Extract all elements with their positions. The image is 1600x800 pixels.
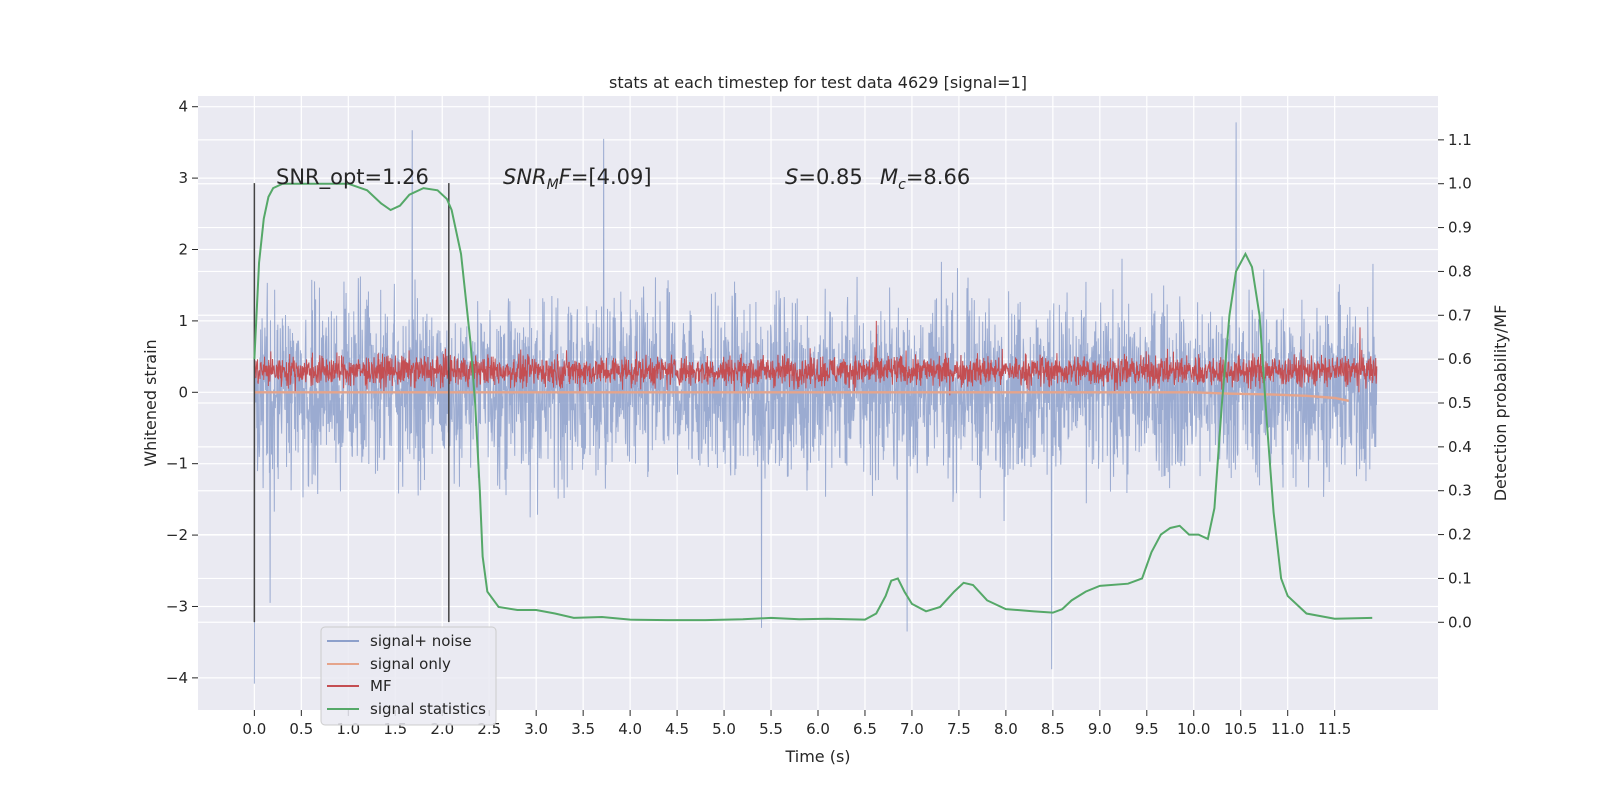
y2-tick-label: 0.5	[1448, 394, 1472, 412]
y2-tick-label: 0.9	[1448, 219, 1472, 237]
x-tick-label: 4.0	[618, 720, 642, 738]
x-tick-label: 3.5	[571, 720, 595, 738]
x-tick-label: 11.0	[1271, 720, 1304, 738]
x-axis-ticks: 0.0 0.5 1.0 1.5 2.0 2.5 3.0 3.5 4.0 4.5 5.0 5.5 6.0 6…	[242, 710, 1351, 738]
annotation-s-main: S	[785, 165, 798, 189]
x-tick-label: 6.5	[853, 720, 877, 738]
annotation-snr-opt: SNR_opt=1.26	[276, 165, 429, 190]
y-tick-label: 2	[178, 241, 188, 259]
annotation-mc-value: =8.66	[906, 165, 970, 189]
x-tick-label: 9.0	[1088, 720, 1112, 738]
y-tick-label: 1	[178, 312, 188, 330]
x-tick-label: 7.5	[947, 720, 971, 738]
legend-box	[320, 626, 497, 726]
y-tick-label: −4	[166, 669, 188, 687]
x-tick-label: 6.0	[806, 720, 830, 738]
x-tick-label: 11.5	[1318, 720, 1351, 738]
y-tick-label: −3	[166, 597, 188, 615]
series-signal-only	[254, 391, 1349, 403]
x-tick-label: 5.0	[712, 720, 736, 738]
y2-axis-label: Detection probability/MF	[1491, 305, 1510, 502]
y2-tick-label: 0.4	[1448, 438, 1472, 456]
series-mf	[253, 320, 1378, 396]
annotation-s: S=0.85	[785, 165, 863, 189]
legend: signal+ noise signal only MF signal stat…	[320, 626, 497, 726]
y-tick-label: −2	[166, 526, 188, 544]
x-tick-label: 0.0	[242, 720, 266, 738]
x-tick-label: 4.5	[665, 720, 689, 738]
y2-tick-label: 0.0	[1448, 613, 1472, 631]
legend-label-signal-noise: signal+ noise	[370, 632, 472, 650]
annotation-mc-sub: c	[898, 177, 906, 193]
y-tick-label: 0	[178, 383, 188, 401]
y2-tick-label: 0.7	[1448, 306, 1472, 324]
vertical-markers	[253, 183, 450, 623]
annotation-snr-mf-sub: M	[547, 177, 559, 193]
y-tick-label: 4	[178, 98, 188, 116]
x-tick-label: 10.5	[1224, 720, 1257, 738]
legend-label-signal-statistics: signal statistics	[370, 700, 486, 718]
x-tick-label: 8.5	[1041, 720, 1065, 738]
x-tick-label: 5.5	[759, 720, 783, 738]
y-tick-label: 3	[178, 169, 188, 187]
legend-label-mf: MF	[370, 677, 392, 695]
x-tick-label: 10.0	[1177, 720, 1210, 738]
x-tick-label: 0.5	[289, 720, 313, 738]
annotation-snr-mf: SNRMF=[4.09]	[503, 165, 652, 193]
x-tick-label: 3.0	[524, 720, 548, 738]
y2-tick-label: 0.6	[1448, 350, 1472, 368]
annotation-mc: Mc=8.66	[880, 165, 970, 193]
y-axis-ticks: −4 −3 −2 −1 0 1 2 3 4	[166, 98, 198, 687]
y-axis-label: Whitened strain	[141, 339, 160, 466]
annotation-snr-mf-value: =[4.09]	[571, 165, 652, 189]
y2-tick-label: 1.0	[1448, 175, 1472, 193]
annotation-s-value: =0.85	[798, 165, 862, 189]
y2-tick-label: 1.1	[1448, 131, 1472, 149]
y2-tick-label: 0.8	[1448, 262, 1472, 280]
series-signal-statistics	[253, 182, 1373, 622]
series-signal-noise	[253, 122, 1378, 684]
x-tick-label: 8.0	[994, 720, 1018, 738]
annotation-mc-main: M	[880, 165, 898, 189]
y2-axis-ticks: 0.0 0.1 0.2 0.3 0.4 0.5 0.6 0.7 0.8 0.9 1.0 1.1	[1438, 131, 1472, 631]
y2-tick-label: 0.1	[1448, 569, 1472, 587]
y2-tick-label: 0.2	[1448, 526, 1472, 544]
x-tick-label: 7.0	[900, 720, 924, 738]
y2-tick-label: 0.3	[1448, 482, 1472, 500]
annotation-snr-mf-main: SNR	[503, 165, 547, 189]
x-tick-label: 9.5	[1135, 720, 1159, 738]
annotation-snr-mf-tail: F	[559, 165, 572, 189]
y-tick-label: −1	[166, 455, 188, 473]
chart-title: stats at each timestep for test data 462…	[609, 73, 1027, 92]
legend-label-signal-only: signal only	[370, 655, 451, 673]
x-axis-label: Time (s)	[784, 747, 850, 766]
